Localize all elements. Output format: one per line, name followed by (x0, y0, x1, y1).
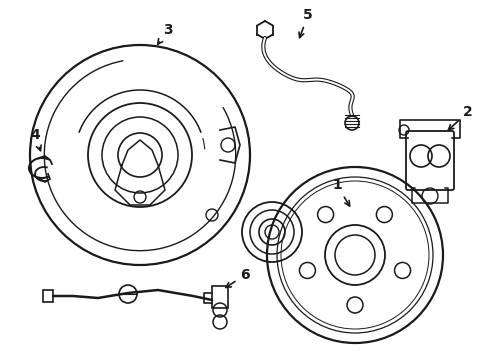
Bar (212, 286, 228, 308)
Text: 5: 5 (299, 8, 313, 38)
Text: 2: 2 (448, 105, 473, 130)
Text: 1: 1 (332, 178, 349, 206)
Text: 4: 4 (30, 128, 41, 150)
Text: 6: 6 (226, 268, 250, 288)
Bar (43, 290, 53, 302)
Text: 3: 3 (158, 23, 173, 44)
